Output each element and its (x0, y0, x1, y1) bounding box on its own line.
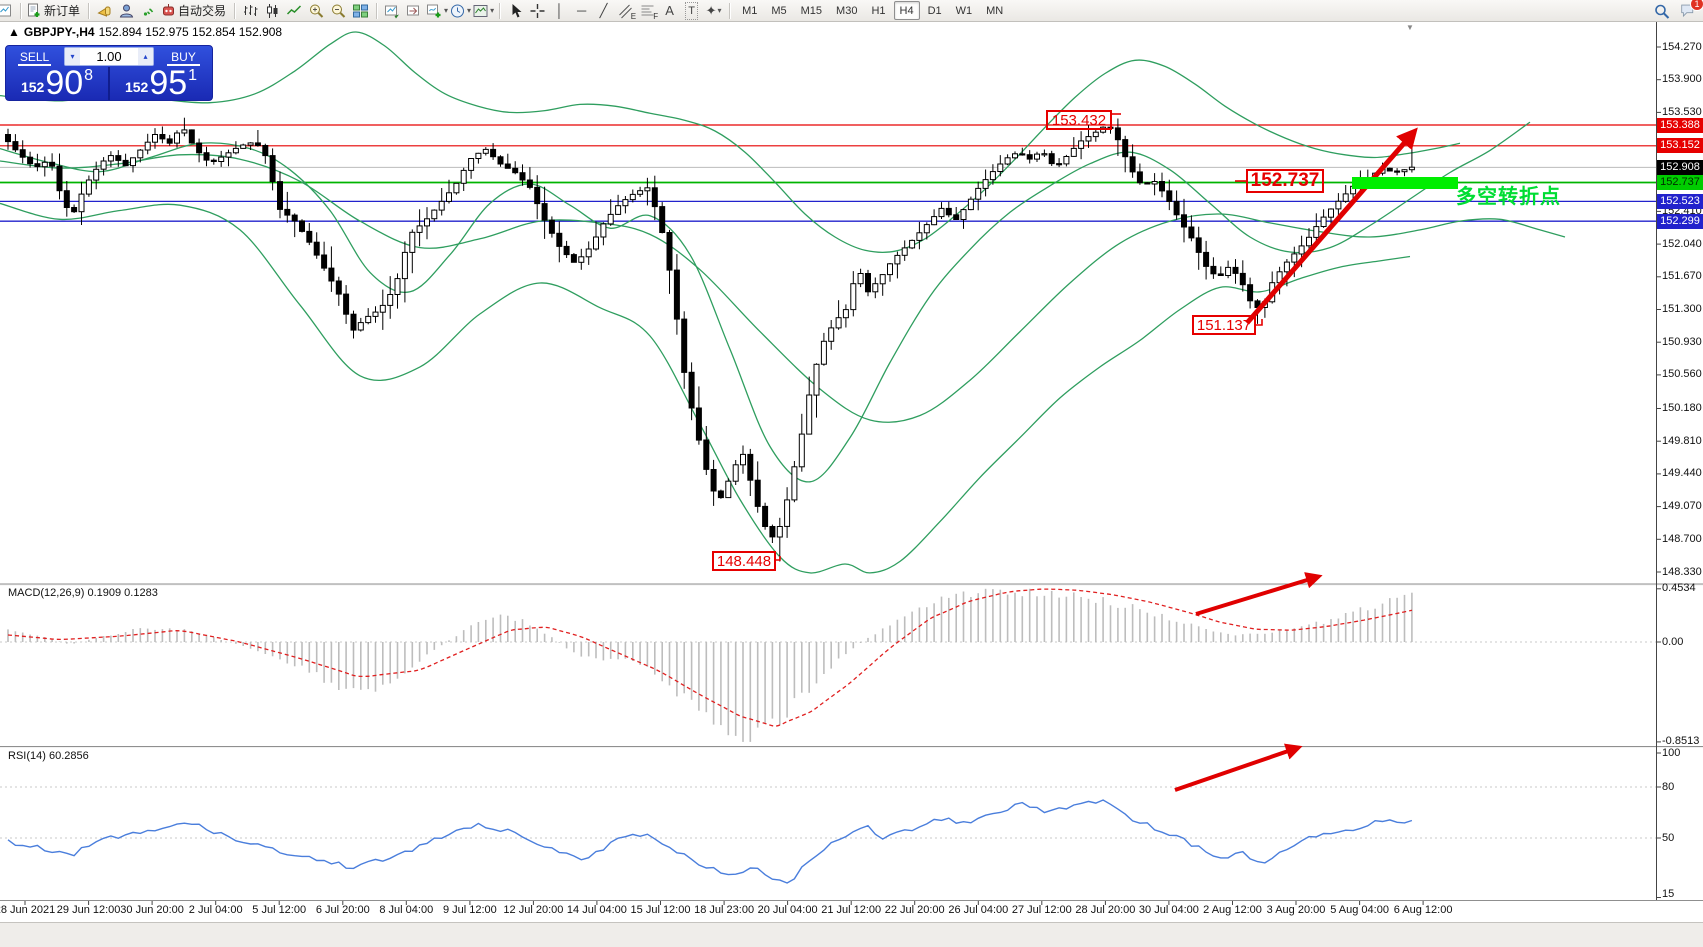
timeframe-W1[interactable]: W1 (955, 4, 973, 17)
label-tool-button[interactable]: T (681, 1, 702, 20)
crosshair-button[interactable] (527, 1, 548, 20)
chart-shift-icon[interactable] (404, 1, 425, 20)
symbol-period: GBPJPY-,H4 (23, 25, 95, 39)
timeframe-M5[interactable]: M5 (771, 4, 787, 17)
divider (499, 2, 501, 19)
megaphone-icon[interactable] (94, 1, 115, 20)
volume-decrease-button[interactable]: ▾ (65, 48, 80, 65)
timeframe-MN[interactable]: MN (986, 4, 1004, 17)
line-chart-icon[interactable] (284, 1, 305, 20)
new-order-label: 新订单 (44, 4, 81, 18)
timeframe-D1[interactable]: D1 (927, 4, 942, 17)
volume-increase-button[interactable]: ▴ (138, 48, 153, 65)
shapes-button[interactable]: ✦ ▾ (705, 2, 722, 18)
horizontal-line-button[interactable]: ─ (576, 2, 587, 18)
rsi-label: RSI(14) 60.2856 (8, 750, 89, 762)
support-zone-highlight[interactable] (1352, 177, 1458, 189)
buy-price[interactable]: 152 95 1 (124, 64, 198, 103)
tile-windows-icon[interactable] (350, 1, 371, 20)
autotrade-button[interactable]: 自动交易 (160, 1, 229, 20)
candlestick-chart-icon[interactable] (262, 1, 283, 20)
timeframe-M15[interactable]: M15 (800, 4, 823, 17)
timeframe-H1[interactable]: H1 (871, 4, 886, 17)
text-tool-button[interactable]: A (665, 2, 674, 18)
channel-button[interactable]: E (615, 1, 636, 21)
divider (234, 2, 236, 19)
timeframe-H4[interactable]: H4 (893, 1, 920, 20)
trendline-button[interactable]: ╱ (599, 2, 608, 18)
timeframe-bar: M1 M5 M15 M30 H1 H4 D1 W1 MN (735, 1, 1010, 20)
chevron-down-icon: ▾ (467, 6, 472, 15)
sell-button[interactable]: SELL (6, 46, 63, 67)
autotrade-label: 自动交易 (178, 4, 227, 18)
divider (20, 2, 21, 19)
divider (376, 2, 378, 19)
vertical-line-button[interactable]: │ (555, 2, 564, 18)
chart-window-icon[interactable] (0, 1, 15, 20)
add-indicator-button[interactable]: ▾ (426, 1, 448, 20)
timeframe-M30[interactable]: M30 (836, 4, 858, 17)
chart-title: ▲ GBPJPY-,H4 152.894 152.975 152.854 152.9… (8, 25, 286, 39)
main-toolbar: 新订单 自动交易 ▾ (0, 0, 1703, 22)
timeframe-M1[interactable]: M1 (742, 4, 758, 17)
notification-badge: 1 (1690, 0, 1703, 11)
zoom-in-icon[interactable] (306, 1, 327, 20)
search-icon[interactable] (1651, 1, 1672, 20)
notifications-icon[interactable]: 1 (1678, 0, 1703, 20)
macd-label: MACD(12,26,9) 0.1909 0.1283 (8, 587, 158, 599)
volume-control: ▾ ▴ (64, 47, 154, 66)
cursor-button[interactable] (505, 1, 526, 20)
chart-shift-marker-icon: ▼ (1406, 23, 1414, 32)
ohlc-values: 152.894 152.975 152.854 152.908 (98, 25, 283, 39)
auto-scroll-icon[interactable] (382, 1, 403, 20)
chevron-down-icon: ▾ (490, 6, 495, 15)
period-button[interactable]: ▾ (449, 1, 471, 20)
divider (88, 2, 90, 19)
status-bar (0, 922, 1703, 947)
sell-price[interactable]: 152 90 8 (6, 66, 110, 100)
chevron-down-icon: ▾ (444, 6, 449, 15)
template-button[interactable]: ▾ (472, 1, 494, 20)
buy-button[interactable]: BUY (155, 46, 212, 67)
new-order-button[interactable]: 新订单 (26, 1, 83, 20)
signals-icon[interactable] (138, 1, 159, 20)
chevron-down-icon: ▾ (717, 6, 722, 15)
fibonacci-button[interactable]: F (637, 1, 658, 21)
volume-input[interactable] (80, 48, 138, 65)
profile-icon[interactable] (116, 1, 137, 20)
direction-arrow-icon: ▲ (8, 25, 20, 39)
zoom-out-icon[interactable] (328, 1, 349, 20)
bar-chart-icon[interactable] (240, 1, 261, 20)
divider (729, 2, 731, 19)
turning-point-annotation[interactable]: 多空转折点 (1456, 186, 1561, 208)
